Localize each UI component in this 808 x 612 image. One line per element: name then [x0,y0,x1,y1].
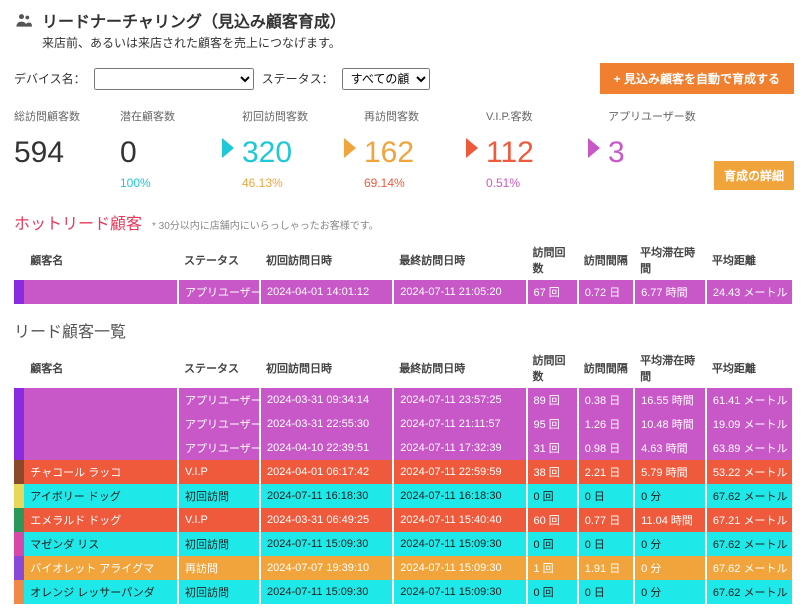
funnel-pct: 0.51% [486,176,592,190]
table-row[interactable]: アプリユーザー2024-04-10 22:39:512024-07-11 17:… [14,436,793,460]
table-header: 訪問回数 [527,240,578,280]
table-row[interactable]: アプリユーザー2024-03-31 22:55:302024-07-11 21:… [14,412,793,436]
funnel-label: V.I.P.客数 [486,108,592,124]
funnel-label: 再訪問客数 [364,108,470,124]
table-header: 顧客名 [24,348,178,388]
funnel-label: 潜在顧客数 [120,108,226,124]
table-row[interactable]: オレンジ レッサーパンダ初回訪問2024-07-11 15:09:302024-… [14,580,793,604]
auto-nurture-button[interactable]: + 見込み顧客を自動で育成する [600,63,794,94]
table-row[interactable]: アプリユーザー2024-04-01 14:01:122024-07-11 21:… [14,280,793,304]
table-row[interactable]: アプリユーザー2024-03-31 09:34:142024-07-11 23:… [14,388,793,412]
table-row[interactable]: マゼンダ リス初回訪問2024-07-11 15:09:302024-07-11… [14,532,793,556]
page-title: リードナーチャリング（見込み顧客育成） [42,8,346,32]
table-header: 最終訪問日時 [393,240,526,280]
page-subtitle: 来店前、あるいは来店された顧客を売上につなげます。 [42,34,794,51]
funnel-arrow-icon [586,136,602,163]
table-header: 訪問回数 [527,348,578,388]
table-header: 最終訪問日時 [393,348,526,388]
funnel-item: 総訪問顧客数 594 [14,108,120,170]
device-select[interactable] [94,68,254,90]
nurture-detail-button[interactable]: 育成の詳細 [714,161,794,190]
table-header: 訪問間隔 [578,348,634,388]
funnel-arrow-icon [464,136,480,163]
table-header: ステータス [178,240,260,280]
hot-leads-table: 顧客名ステータス初回訪問日時最終訪問日時訪問回数訪問間隔平均滞在時間平均距離アプ… [14,240,794,304]
funnel-arrow-icon [220,136,236,163]
funnel-pct: 100% [120,176,226,190]
funnel-row: 総訪問顧客数 594潜在顧客数 0 100% 初回訪問客数 320 46.13% 再訪問客数 1… [14,108,794,190]
funnel-label: アプリユーザー数 [608,108,714,124]
table-header: 平均距離 [706,240,793,280]
funnel-item: 再訪問客数 162 69.14% [364,108,470,190]
funnel-value: 320 [242,136,348,170]
users-icon [14,10,34,30]
table-row[interactable]: チャコール ラッコV.I.P2024-04-01 06:17:422024-07… [14,460,793,484]
funnel-arrow-icon [342,136,358,163]
status-select[interactable]: すべての顧客 [342,68,430,90]
table-header: 顧客名 [24,240,178,280]
hot-leads-title: ホットリード顧客 [14,210,142,234]
funnel-value: 112 [486,136,592,170]
funnel-item: 潜在顧客数 0 100% [120,108,226,190]
funnel-label: 初回訪問客数 [242,108,348,124]
device-label: デバイス名： [14,70,86,87]
funnel-item: 初回訪問客数 320 46.13% [242,108,348,190]
funnel-value: 3 [608,136,714,170]
table-header: 訪問間隔 [578,240,634,280]
table-header: 平均滞在時間 [634,240,706,280]
table-row[interactable]: バイオレット アライグマ再訪問2024-07-07 19:39:102024-0… [14,556,793,580]
funnel-pct: 69.14% [364,176,470,190]
funnel-item: アプリユーザー数 3 [608,108,714,170]
funnel-value: 594 [14,136,120,170]
hot-leads-note: * 30分以内に店舗内にいらっしゃったお客様です。 [152,217,379,232]
funnel-item: V.I.P.客数 112 0.51% [486,108,592,190]
funnel-value: 162 [364,136,470,170]
table-header: 平均距離 [706,348,793,388]
funnel-pct: 46.13% [242,176,348,190]
lead-list-title: リード顧客一覧 [14,318,794,342]
table-header: 初回訪問日時 [260,240,393,280]
funnel-label: 総訪問顧客数 [14,108,120,124]
lead-list-table: 顧客名ステータス初回訪問日時最終訪問日時訪問回数訪問間隔平均滞在時間平均距離アプ… [14,348,794,604]
table-header: ステータス [178,348,260,388]
table-row[interactable]: アイボリー ドッグ初回訪問2024-07-11 16:18:302024-07-… [14,484,793,508]
table-header: 初回訪問日時 [260,348,393,388]
funnel-value: 0 [120,136,226,170]
table-header: 平均滞在時間 [634,348,706,388]
status-label: ステータス： [262,70,334,87]
table-row[interactable]: エメラルド ドッグV.I.P2024-03-31 06:49:252024-07… [14,508,793,532]
